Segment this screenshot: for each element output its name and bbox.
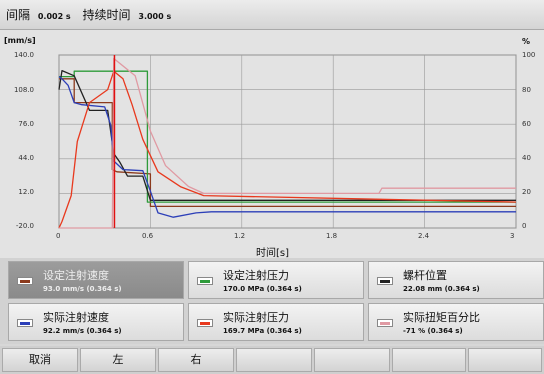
legend-label: 实际扭矩百分比: [403, 311, 480, 324]
y-tick-right: 100: [522, 51, 536, 59]
legend-value: 170.0 MPa (0.364 s): [223, 285, 302, 293]
interval-label: 间隔: [6, 8, 31, 22]
swatch-line: [20, 280, 30, 283]
header-bar: 间隔 0.002 s 持续时间 3.000 s: [0, 0, 544, 30]
y-tick-right: 0: [522, 222, 527, 230]
y-tick-left: 12.0: [18, 188, 34, 196]
swatch-line: [200, 322, 210, 325]
cancel-button[interactable]: 取消: [2, 348, 78, 372]
legend-swatch: [377, 277, 393, 285]
right-axis-unit: %: [522, 37, 531, 46]
legend-value: 169.7 MPa (0.364 s): [223, 327, 302, 335]
legend-label: 设定注射速度: [43, 269, 109, 282]
x-tick: 0.6: [142, 232, 154, 240]
y-tick-left: 108.0: [13, 86, 34, 94]
duration-value: 3.000 s: [138, 12, 172, 21]
x-tick: 3: [510, 232, 515, 240]
legend-swatch: [377, 319, 393, 327]
series-lines: [58, 57, 517, 229]
interval-value: 0.002 s: [37, 12, 71, 21]
y-tick-right: 80: [522, 86, 531, 94]
y-tick-left: 44.0: [18, 154, 34, 162]
legend-panel: 设定注射速度 93.0 mm/s (0.364 s) 设定注射压力 170.0 …: [0, 258, 544, 344]
x-tick: 2.4: [418, 232, 430, 240]
y-tick-left: -20.0: [15, 222, 34, 230]
legend-value: 92.2 mm/s (0.364 s): [43, 327, 122, 335]
legend-swatch: [17, 319, 33, 327]
softkey-4[interactable]: [236, 348, 312, 372]
x-tick: 1.2: [234, 232, 246, 240]
series-line: [59, 70, 516, 203]
right-button[interactable]: 右: [158, 348, 234, 372]
legend-item-actual-injection-pressure[interactable]: 实际注射压力 169.7 MPa (0.364 s): [188, 303, 364, 341]
y-tick-left: 140.0: [13, 51, 34, 59]
legend-value: 22.08 mm (0.364 s): [403, 285, 480, 293]
legend-label: 实际注射速度: [43, 311, 109, 324]
swatch-line: [380, 280, 390, 283]
series-line: [58, 70, 517, 229]
grid-lines: [58, 54, 517, 229]
legend-label: 螺杆位置: [403, 269, 447, 282]
legend-item-actual-injection-speed[interactable]: 实际注射速度 92.2 mm/s (0.364 s): [8, 303, 184, 341]
swatch-line: [20, 322, 30, 325]
legend-item-actual-torque-percent[interactable]: 实际扭矩百分比 -71 % (0.364 s): [368, 303, 544, 341]
x-tick: 1.8: [326, 232, 338, 240]
y-tick-left: 76.0: [18, 120, 34, 128]
legend-label: 设定注射压力: [223, 269, 289, 282]
legend-item-set-injection-speed[interactable]: 设定注射速度 93.0 mm/s (0.364 s): [8, 261, 184, 299]
legend-item-screw-position[interactable]: 螺杆位置 22.08 mm (0.364 s): [368, 261, 544, 299]
swatch-line: [200, 280, 210, 283]
y-tick-right: 20: [522, 188, 531, 196]
duration-label: 持续时间: [82, 8, 131, 22]
legend-swatch: [197, 277, 213, 285]
x-tick: 0: [56, 232, 61, 240]
softkey-7[interactable]: [468, 348, 542, 372]
legend-item-set-injection-pressure[interactable]: 设定注射压力 170.0 MPa (0.364 s): [188, 261, 364, 299]
series-line: [59, 57, 516, 229]
legend-value: -71 % (0.364 s): [403, 327, 463, 335]
left-button[interactable]: 左: [80, 348, 156, 372]
softkey-6[interactable]: [392, 348, 466, 372]
softkey-bar: 取消 左 右: [0, 346, 544, 374]
legend-value: 93.0 mm/s (0.364 s): [43, 285, 122, 293]
swatch-line: [380, 322, 390, 325]
chart-svg[interactable]: [0, 30, 544, 258]
legend-swatch: [17, 277, 33, 285]
legend-label: 实际注射压力: [223, 311, 289, 324]
series-line: [58, 76, 516, 218]
y-tick-right: 40: [522, 154, 531, 162]
chart-area[interactable]: [mm/s] % 140.0 108.0 76.0 44.0 12.0 -20.…: [0, 30, 544, 259]
left-axis-unit: [mm/s]: [4, 36, 36, 45]
legend-swatch: [197, 319, 213, 327]
softkey-5[interactable]: [314, 348, 390, 372]
y-tick-right: 60: [522, 120, 531, 128]
x-axis-label: 时间[s]: [256, 248, 290, 259]
